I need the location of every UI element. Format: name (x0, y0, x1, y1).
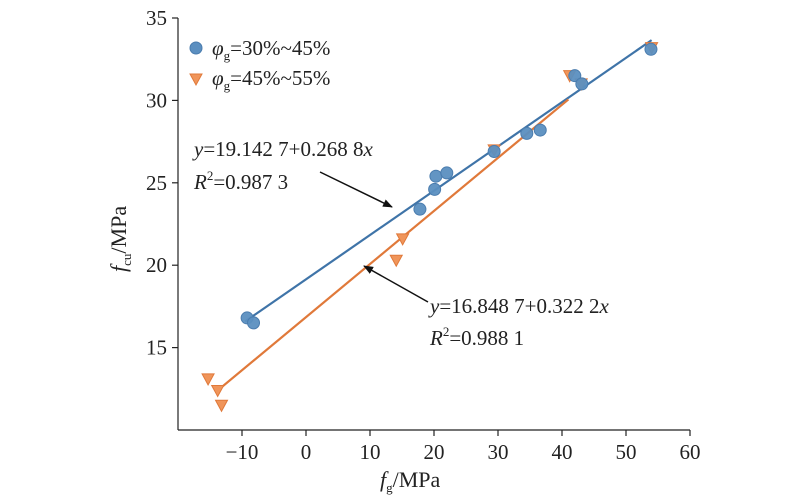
annotation-arrow-series-2 (363, 265, 429, 303)
r2-series-1: R2=0.987 3 (193, 168, 288, 194)
x-tick-label: 60 (680, 440, 701, 464)
x-axis-label: fg/MPa (380, 467, 441, 495)
x-tick-label: −10 (226, 440, 259, 464)
data-point (413, 202, 427, 216)
data-point (487, 144, 501, 158)
equation-series-1: y=19.142 7+0.268 8x (192, 137, 374, 161)
annotation-arrow-series-1 (319, 171, 393, 208)
data-point (440, 166, 454, 180)
data-point (428, 182, 442, 196)
y-tick-label: 15 (146, 336, 167, 360)
x-tick-label: 40 (552, 440, 573, 464)
data-point (395, 233, 410, 246)
fit-line-series-2 (215, 98, 570, 393)
data-point (214, 399, 229, 413)
y-tick-label: 20 (146, 253, 167, 277)
data-point (568, 69, 582, 83)
legend-label-series-1: φg=30%~45% (212, 36, 330, 63)
y-tick-label: 30 (146, 88, 167, 112)
data-point (520, 126, 534, 140)
legend: φg=30%~45% φg=45%~55% (189, 36, 330, 93)
r2-series-2: R2=0.988 1 (429, 324, 524, 350)
y-ticks: 15 20 25 30 35 (146, 6, 178, 360)
x-tick-label: 10 (360, 440, 381, 464)
data-point (201, 373, 215, 386)
y-tick-label: 25 (146, 171, 167, 195)
x-tick-label: 20 (424, 440, 445, 464)
data-point (247, 316, 261, 330)
x-tick-label: 30 (488, 440, 509, 464)
data-point (644, 42, 658, 56)
series-2-points (201, 42, 659, 413)
x-tick-label: 0 (301, 440, 312, 464)
data-point (210, 384, 225, 398)
x-tick-label: 50 (616, 440, 637, 464)
legend-marker-series-1 (189, 41, 203, 55)
y-axis-label: fcu/MPa (106, 206, 134, 272)
x-ticks: −10 0 10 20 30 40 50 60 (226, 430, 701, 464)
data-point (429, 169, 443, 183)
data-point (575, 77, 589, 91)
equation-series-2: y=16.848 7+0.322 2x (428, 294, 610, 318)
y-tick-label: 35 (146, 6, 167, 30)
data-point (389, 254, 404, 268)
legend-marker-series-2 (189, 73, 203, 87)
data-point (533, 123, 547, 137)
legend-label-series-2: φg=45%~55% (212, 66, 330, 93)
series-1-points (240, 42, 658, 330)
